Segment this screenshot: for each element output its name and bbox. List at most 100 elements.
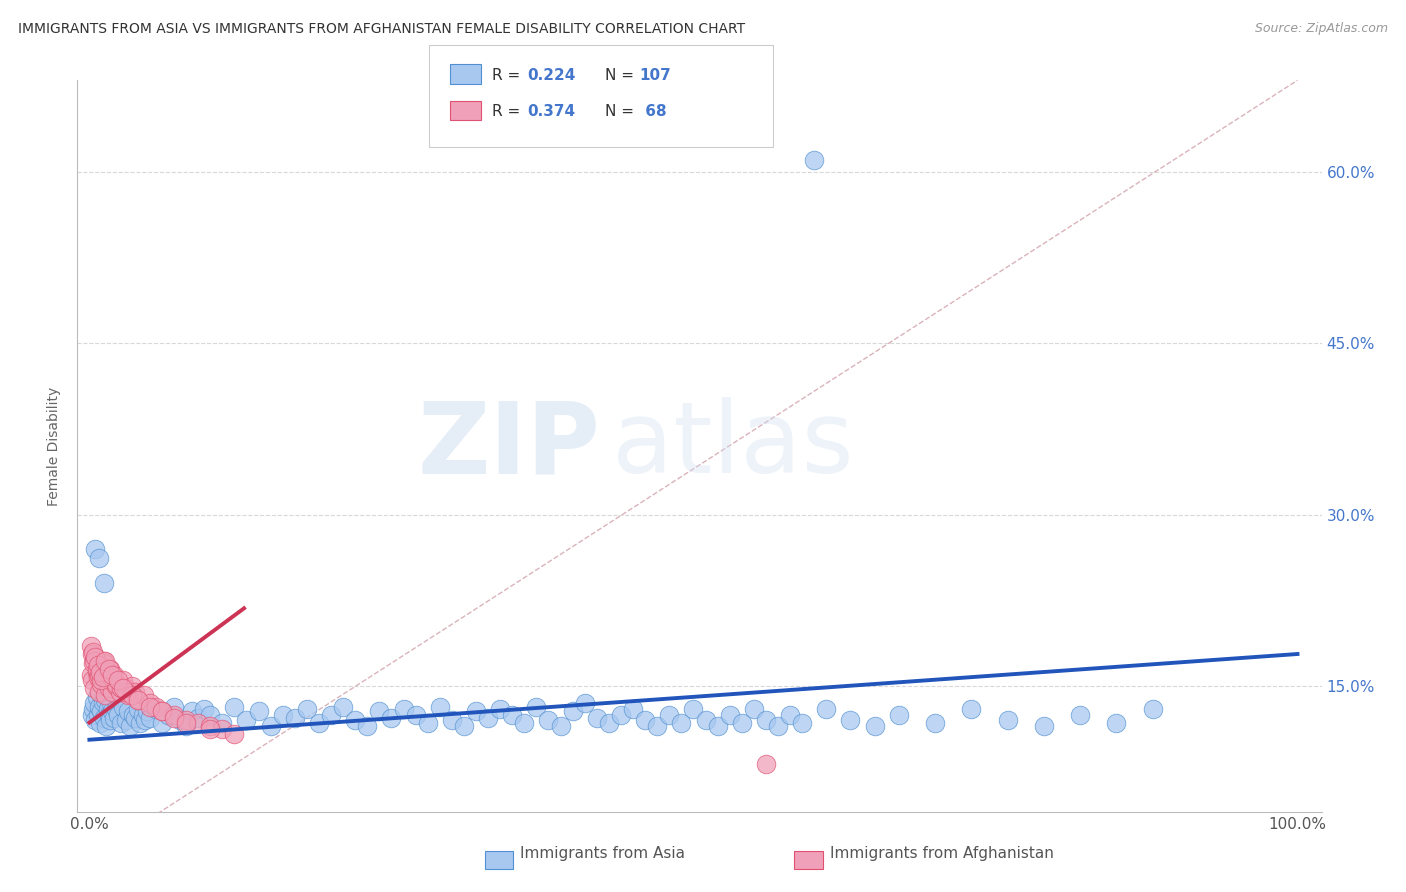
Point <box>489 702 512 716</box>
Point <box>107 673 129 688</box>
Point <box>187 711 209 725</box>
Text: Immigrants from Asia: Immigrants from Asia <box>520 847 685 861</box>
Point <box>150 715 173 730</box>
Point <box>83 681 105 696</box>
Point <box>129 715 152 730</box>
Point <box>131 707 153 722</box>
Point <box>742 702 765 716</box>
Point <box>755 756 778 771</box>
Point <box>87 707 110 722</box>
Point <box>101 684 124 698</box>
Point <box>839 714 862 728</box>
Point <box>308 715 330 730</box>
Point <box>104 702 127 716</box>
Point <box>87 670 110 684</box>
Point <box>271 707 294 722</box>
Point <box>755 714 778 728</box>
Point <box>477 711 499 725</box>
Point <box>121 679 143 693</box>
Point <box>139 699 162 714</box>
Point <box>84 541 107 556</box>
Point <box>97 681 120 696</box>
Point <box>89 665 111 680</box>
Point <box>501 707 523 722</box>
Point <box>91 695 114 709</box>
Point <box>103 711 125 725</box>
Point <box>101 667 124 681</box>
Point <box>94 692 117 706</box>
Point <box>682 702 704 716</box>
Point <box>211 723 233 737</box>
Point <box>453 719 475 733</box>
Point <box>550 719 572 733</box>
Point <box>98 662 121 676</box>
Point <box>174 719 197 733</box>
Point <box>114 684 136 698</box>
Point <box>1032 719 1054 733</box>
Point <box>86 690 108 705</box>
Point <box>104 676 127 690</box>
Point <box>706 719 728 733</box>
Point <box>84 714 107 728</box>
Point <box>82 702 104 716</box>
Point <box>87 667 110 681</box>
Point <box>112 699 135 714</box>
Point <box>93 656 115 670</box>
Point <box>997 714 1019 728</box>
Point <box>779 707 801 722</box>
Text: Source: ZipAtlas.com: Source: ZipAtlas.com <box>1254 22 1388 36</box>
Point <box>96 665 118 680</box>
Text: 107: 107 <box>640 68 672 83</box>
Point <box>84 650 107 665</box>
Point <box>200 723 222 737</box>
Point <box>117 704 139 718</box>
Text: 0.374: 0.374 <box>527 104 575 120</box>
Point <box>200 707 222 722</box>
Point <box>96 719 118 733</box>
Point <box>319 707 342 722</box>
Point <box>91 670 114 684</box>
Point <box>163 699 186 714</box>
Point <box>156 707 179 722</box>
Point <box>1142 702 1164 716</box>
Point <box>100 696 122 710</box>
Point <box>80 707 103 722</box>
Point <box>93 711 115 725</box>
Point <box>127 702 149 716</box>
Point <box>139 711 162 725</box>
Point <box>96 702 118 716</box>
Point <box>145 702 167 716</box>
Point <box>80 647 103 661</box>
Text: N =: N = <box>605 104 638 120</box>
Point <box>224 699 246 714</box>
Text: atlas: atlas <box>613 398 853 494</box>
Point <box>200 719 222 733</box>
Point <box>79 639 101 653</box>
Point <box>127 692 149 706</box>
Point <box>104 679 127 693</box>
Point <box>93 654 115 668</box>
Point <box>90 704 112 718</box>
Point <box>89 658 111 673</box>
Point <box>87 684 110 698</box>
Point <box>163 711 186 725</box>
Point <box>169 714 191 728</box>
Point <box>103 667 125 681</box>
Point <box>86 662 108 676</box>
Text: R =: R = <box>492 104 526 120</box>
Point <box>93 576 115 591</box>
Point <box>110 715 132 730</box>
Point <box>247 704 270 718</box>
Point <box>84 650 107 665</box>
Point <box>107 707 129 722</box>
Point <box>405 707 427 722</box>
Point <box>792 715 814 730</box>
Point <box>87 551 110 566</box>
Point <box>598 715 620 730</box>
Point <box>100 670 122 684</box>
Point <box>803 153 825 168</box>
Point <box>90 673 112 688</box>
Point <box>101 704 124 718</box>
Point <box>83 696 105 710</box>
Point <box>610 707 633 722</box>
